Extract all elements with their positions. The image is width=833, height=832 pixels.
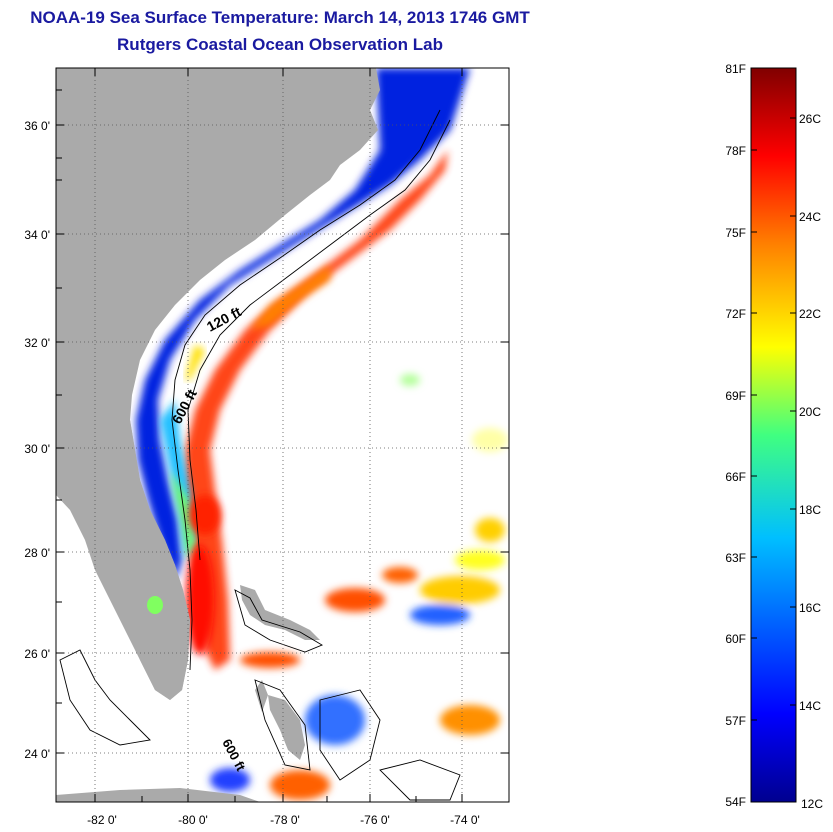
lat-label-26: 26 0' xyxy=(24,647,50,661)
lat-label-32: 32 0' xyxy=(24,336,50,350)
cb-label-54f: 54F xyxy=(725,795,746,809)
warm-patch xyxy=(250,265,330,330)
land-bahamas xyxy=(240,585,320,640)
warm-streak xyxy=(185,345,205,380)
cb-label-18c: 18C xyxy=(799,503,821,517)
lake-okeechobee xyxy=(147,596,163,614)
cb-label-16c: 16C xyxy=(799,601,821,615)
colorbar-ticks xyxy=(751,117,796,721)
cb-label-24c: 24C xyxy=(799,210,821,224)
bathymetry-contours xyxy=(59,109,461,801)
cb-label-14c: 14C xyxy=(799,699,821,713)
lon-label-78: -78 0' xyxy=(270,813,300,827)
colorbar xyxy=(750,67,797,803)
map-subtitle: Rutgers Coastal Ocean Observation Lab xyxy=(117,35,443,54)
lon-label-74: -74 0' xyxy=(450,813,480,827)
cb-label-75f: 75F xyxy=(725,226,746,240)
lat-label-30: 30 0' xyxy=(24,442,50,456)
lat-label-34: 34 0' xyxy=(24,228,50,242)
land-island xyxy=(255,680,268,712)
land-andros xyxy=(268,695,305,760)
cb-label-69f: 69F xyxy=(725,389,746,403)
cb-label-57f: 57F xyxy=(725,714,746,728)
cb-label-78f: 78F xyxy=(725,144,746,158)
lon-label-82: -82 0' xyxy=(87,813,117,827)
tick-marks xyxy=(56,68,509,802)
cb-label-26c: 26C xyxy=(799,112,821,126)
cb-label-63f: 63F xyxy=(725,551,746,565)
cb-label-60f: 60F xyxy=(725,632,746,646)
cb-label-22c: 22C xyxy=(799,307,821,321)
map-title: NOAA-19 Sea Surface Temperature: March 1… xyxy=(30,8,530,27)
cb-label-81f: 81F xyxy=(725,62,746,76)
lat-label-24: 24 0' xyxy=(24,747,50,761)
cb-label-72f: 72F xyxy=(725,307,746,321)
lat-label-36: 36 0' xyxy=(24,119,50,133)
cb-label-12c: 12C xyxy=(801,797,823,811)
mild-patch xyxy=(170,470,195,560)
land-florida xyxy=(100,420,190,700)
lon-label-80: -80 0' xyxy=(178,813,208,827)
cb-label-20c: 20C xyxy=(799,405,821,419)
land-cuba xyxy=(56,788,260,802)
cb-label-66f: 66F xyxy=(725,470,746,484)
cold-coastal-band xyxy=(136,68,470,580)
lat-label-28: 28 0' xyxy=(24,546,50,560)
lon-label-76: -76 0' xyxy=(360,813,390,827)
